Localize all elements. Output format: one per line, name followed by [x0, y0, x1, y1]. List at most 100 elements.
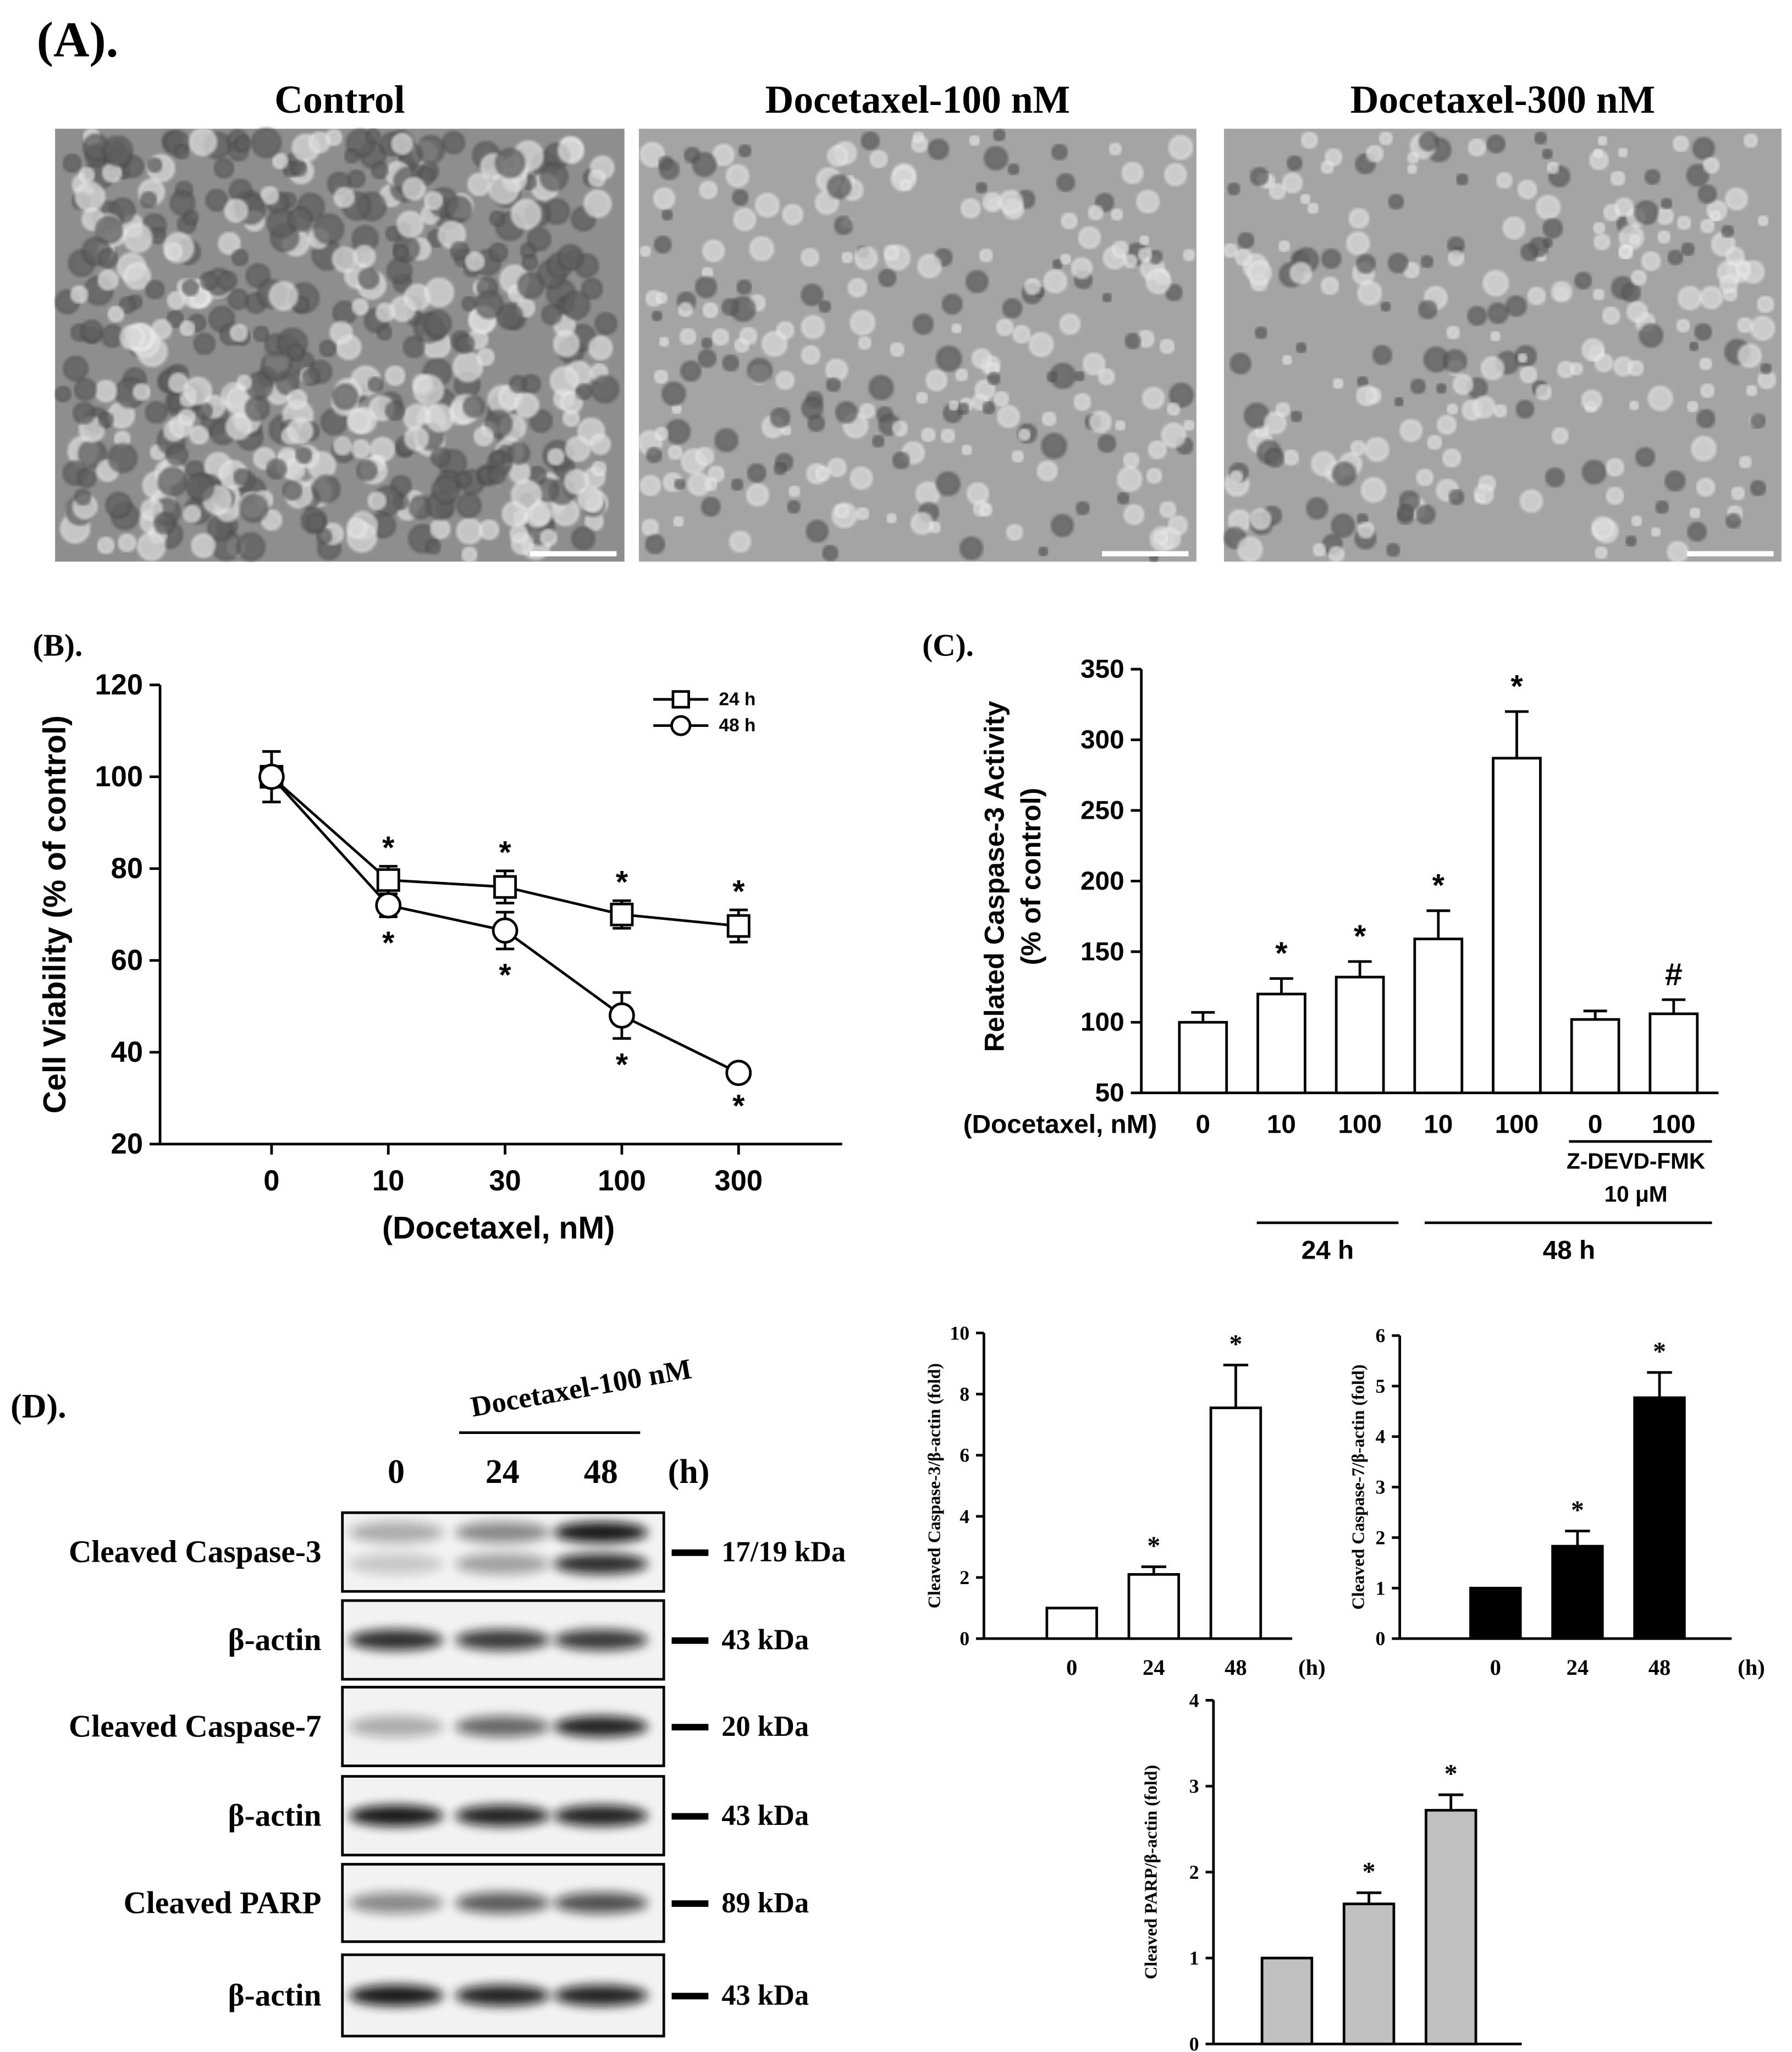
cell: [955, 368, 968, 382]
cell: [1520, 366, 1537, 383]
cell: [854, 246, 878, 270]
significance: *: [382, 830, 395, 865]
x-tick-label: 24: [1143, 1655, 1165, 1680]
cell: [102, 136, 133, 167]
cell: [1686, 401, 1699, 412]
x-unit: (h): [1738, 1655, 1765, 1680]
cell: [1060, 253, 1072, 265]
cell: [1365, 437, 1390, 462]
cell: [912, 131, 924, 144]
bar: [1178, 1021, 1228, 1095]
cell: [261, 351, 291, 382]
cell: [1473, 396, 1496, 418]
y-tick-label: 150: [1080, 937, 1124, 966]
cell: [1700, 383, 1714, 398]
cell: [1161, 422, 1186, 448]
group-label: 48 h: [1543, 1235, 1595, 1265]
cell: [890, 342, 905, 357]
size-marker: [671, 1993, 709, 2000]
cell: [916, 482, 940, 506]
cell: [497, 303, 523, 329]
cell: [655, 427, 669, 441]
cell: [425, 404, 454, 432]
cell: [1331, 514, 1355, 538]
cell: [1697, 184, 1717, 204]
cell: [77, 468, 97, 488]
cell: [999, 190, 1023, 214]
cell: [1088, 205, 1104, 220]
blot-size: 17/19 kDa: [721, 1536, 846, 1568]
y-axis-label: Cleaved PARP/β-actin (fold): [1140, 1765, 1160, 1979]
cell: [169, 190, 195, 216]
cell: [540, 529, 558, 547]
cell: [1238, 232, 1254, 249]
cell: [827, 174, 852, 199]
cell: [423, 310, 452, 338]
cell: [789, 486, 801, 498]
cell: [489, 211, 505, 227]
cell: [1138, 247, 1153, 262]
cell: [1591, 516, 1614, 539]
panel-label: (D).: [10, 1388, 67, 1425]
cell: [1528, 286, 1546, 305]
cell: [961, 198, 981, 218]
cell: [233, 468, 251, 486]
cell: [413, 374, 444, 406]
cell: [1739, 456, 1752, 468]
cell: [659, 159, 680, 180]
cell: [1731, 486, 1745, 500]
cell: [1041, 411, 1057, 426]
cell: [565, 436, 591, 462]
y-tick-label: 2: [960, 1566, 969, 1588]
y-tick-label: 4: [960, 1505, 969, 1527]
cell: [98, 412, 114, 428]
cell: [878, 269, 896, 287]
size-marker: [671, 1724, 709, 1731]
cell: [445, 196, 472, 223]
cell: [456, 518, 483, 544]
blot-band: [553, 1985, 648, 2006]
cell: [1641, 251, 1661, 271]
blot-band: [455, 1892, 550, 1913]
y-tick-label: 2: [1376, 1526, 1386, 1548]
cell: [479, 520, 499, 540]
cell: [1487, 302, 1509, 324]
cell: [367, 377, 384, 393]
blot-band: [349, 1521, 444, 1543]
micrograph-field: [1223, 129, 1782, 562]
cell: [913, 314, 934, 335]
cell: [1725, 187, 1748, 211]
cell: [1490, 331, 1501, 341]
cell: [1757, 296, 1774, 313]
cell: [1394, 396, 1404, 407]
cell: [189, 425, 209, 445]
cell: [1593, 148, 1603, 159]
cell: [1618, 147, 1628, 158]
cell: [678, 302, 693, 317]
cell: [702, 302, 719, 318]
x-tick-label: 30: [489, 1165, 521, 1197]
cell: [801, 248, 819, 267]
cell: [1517, 353, 1528, 363]
cell: [1719, 274, 1738, 293]
blot-band: [553, 1629, 648, 1651]
cell: [312, 475, 340, 503]
cell: [588, 169, 606, 187]
cell: [1154, 531, 1168, 545]
cell: [591, 461, 607, 476]
cell: [848, 278, 867, 297]
cell: [668, 445, 683, 460]
x-tick-label: 100: [1338, 1110, 1382, 1139]
cell: [1397, 504, 1414, 521]
blot-band: [349, 1553, 444, 1575]
cell: [818, 300, 831, 313]
cell: [174, 144, 190, 159]
cell: [702, 240, 725, 262]
cell: [858, 336, 872, 350]
significance: *: [1354, 919, 1366, 954]
cell: [571, 526, 596, 550]
cell: [1689, 507, 1701, 518]
cell: [698, 349, 716, 368]
blot-band: [553, 1892, 648, 1913]
cell: [1356, 254, 1376, 274]
